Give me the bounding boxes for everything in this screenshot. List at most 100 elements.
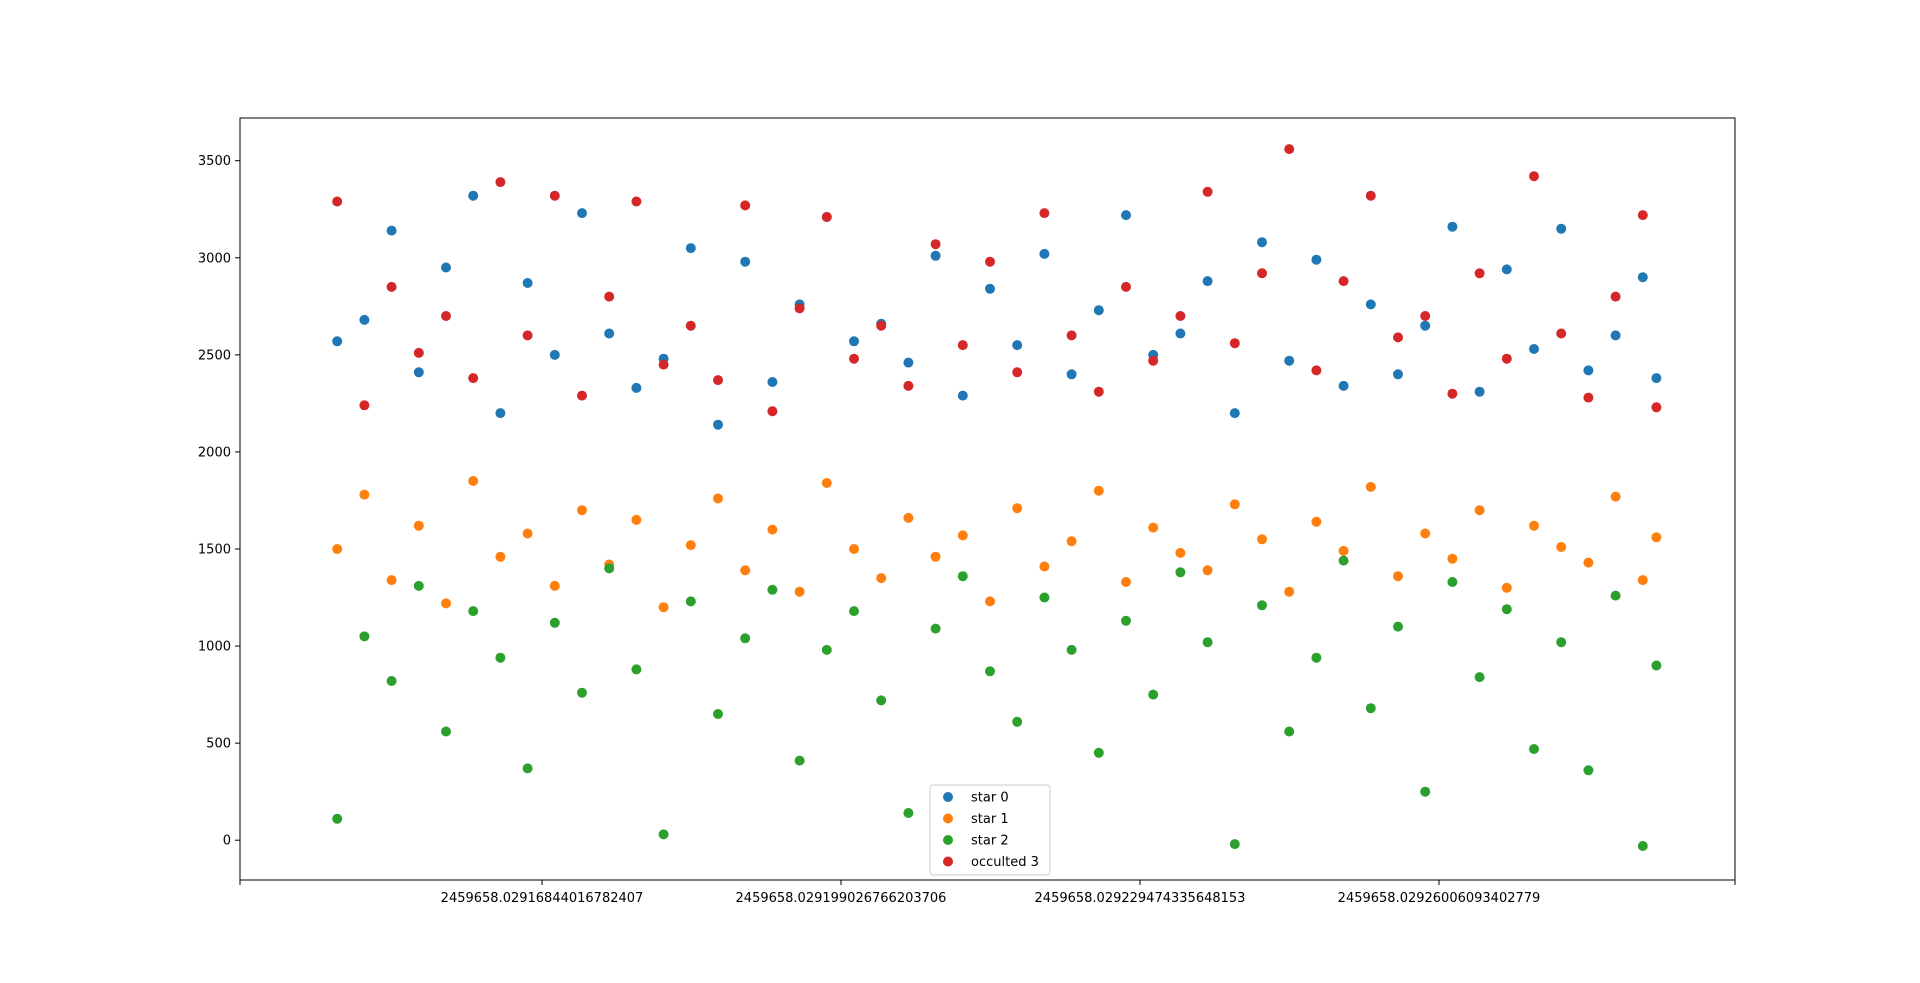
point-star-2-21 bbox=[903, 808, 914, 818]
point-star-0-27 bbox=[1066, 369, 1077, 380]
point-star-0-38 bbox=[1365, 299, 1376, 310]
point-star-0-1 bbox=[359, 314, 370, 325]
point-star-1-24 bbox=[985, 596, 995, 607]
point-star-2-8 bbox=[549, 617, 560, 628]
point-occulted-3-13 bbox=[685, 320, 696, 331]
point-star-2-41 bbox=[1447, 577, 1458, 587]
point-star-2-2 bbox=[386, 676, 397, 686]
point-occulted-3-23 bbox=[957, 340, 968, 351]
point-star-2-0 bbox=[332, 813, 343, 824]
point-star-0-15 bbox=[740, 256, 751, 267]
point-occulted-3-29 bbox=[1121, 281, 1131, 292]
point-star-0-42 bbox=[1474, 386, 1485, 397]
point-occulted-3-25 bbox=[1012, 367, 1023, 378]
point-star-1-38 bbox=[1365, 481, 1376, 492]
point-occulted-3-18 bbox=[821, 212, 832, 222]
y-tick-label-1000: 1000 bbox=[198, 640, 231, 655]
point-star-2-26 bbox=[1039, 592, 1050, 603]
point-star-2-16 bbox=[767, 584, 778, 595]
point-star-0-4 bbox=[441, 262, 451, 273]
point-star-0-5 bbox=[468, 190, 479, 201]
point-occulted-3-8 bbox=[549, 190, 560, 201]
point-occulted-3-21 bbox=[903, 380, 914, 391]
point-star-1-15 bbox=[740, 565, 751, 576]
point-star-0-8 bbox=[549, 349, 560, 360]
point-star-2-22 bbox=[930, 623, 941, 634]
point-star-1-33 bbox=[1229, 499, 1240, 510]
legend-marker-3 bbox=[943, 856, 953, 867]
point-star-2-33 bbox=[1229, 839, 1240, 850]
point-star-2-4 bbox=[441, 726, 451, 737]
point-star-0-31 bbox=[1175, 328, 1186, 339]
point-occulted-3-28 bbox=[1093, 386, 1104, 397]
point-star-2-45 bbox=[1556, 637, 1567, 648]
point-occulted-3-14 bbox=[713, 375, 723, 386]
point-star-0-0 bbox=[332, 336, 343, 347]
point-star-0-41 bbox=[1447, 221, 1458, 232]
y-tick-label-2500: 2500 bbox=[198, 348, 231, 363]
point-star-1-43 bbox=[1501, 582, 1512, 593]
point-star-0-39 bbox=[1393, 369, 1403, 380]
point-star-0-16 bbox=[767, 377, 778, 387]
x-axis: 2459658.02916844016782407 2459658.0291990… bbox=[239, 880, 1736, 906]
point-star-1-49 bbox=[1651, 532, 1662, 543]
point-star-0-45 bbox=[1556, 223, 1567, 234]
point-occulted-3-42 bbox=[1474, 268, 1485, 279]
point-star-1-16 bbox=[767, 524, 778, 535]
point-star-1-3 bbox=[413, 520, 424, 531]
point-star-1-39 bbox=[1393, 571, 1403, 582]
point-occulted-3-1 bbox=[359, 400, 370, 411]
point-star-2-43 bbox=[1501, 604, 1512, 615]
point-star-2-11 bbox=[631, 664, 642, 675]
point-star-0-21 bbox=[903, 357, 914, 368]
point-star-2-1 bbox=[359, 631, 370, 642]
point-star-1-25 bbox=[1012, 503, 1023, 514]
y-tick-label-3500: 3500 bbox=[198, 154, 231, 169]
point-star-1-13 bbox=[685, 540, 696, 551]
point-star-0-26 bbox=[1039, 248, 1050, 259]
legend-label-2: star 2 bbox=[971, 834, 1009, 849]
x-tick-label-3: 2459658.02926006093402779 bbox=[1338, 891, 1541, 906]
point-occulted-3-45 bbox=[1556, 328, 1567, 339]
point-star-0-36 bbox=[1311, 254, 1322, 265]
point-star-2-18 bbox=[821, 644, 832, 655]
point-star-2-25 bbox=[1012, 716, 1023, 727]
point-star-0-43 bbox=[1501, 264, 1512, 275]
point-star-1-29 bbox=[1121, 577, 1131, 587]
point-star-1-20 bbox=[876, 573, 887, 584]
point-star-1-46 bbox=[1583, 557, 1594, 568]
point-star-0-22 bbox=[930, 250, 941, 261]
plot-frame bbox=[239, 117, 1736, 881]
point-occulted-3-11 bbox=[631, 196, 642, 207]
point-star-0-6 bbox=[495, 408, 506, 419]
point-star-0-48 bbox=[1637, 272, 1648, 283]
point-star-0-14 bbox=[713, 419, 723, 430]
point-star-2-47 bbox=[1610, 590, 1621, 601]
point-star-2-38 bbox=[1365, 703, 1376, 714]
point-star-2-14 bbox=[713, 709, 723, 719]
point-star-0-47 bbox=[1610, 330, 1621, 341]
point-star-0-10 bbox=[604, 328, 615, 339]
point-occulted-3-46 bbox=[1583, 392, 1594, 403]
point-star-1-5 bbox=[468, 476, 479, 486]
point-occulted-3-12 bbox=[658, 359, 669, 370]
point-star-2-24 bbox=[985, 666, 995, 677]
point-star-2-5 bbox=[468, 606, 479, 617]
point-star-0-11 bbox=[631, 382, 642, 393]
point-star-2-3 bbox=[413, 580, 424, 591]
point-occulted-3-16 bbox=[767, 406, 778, 417]
point-star-1-31 bbox=[1175, 547, 1186, 558]
point-star-2-39 bbox=[1393, 621, 1403, 632]
legend-label-0: star 0 bbox=[971, 791, 1009, 806]
point-occulted-3-32 bbox=[1202, 186, 1213, 197]
point-star-1-32 bbox=[1202, 565, 1213, 576]
point-occulted-3-47 bbox=[1610, 291, 1621, 302]
point-star-1-12 bbox=[658, 602, 669, 613]
point-star-2-40 bbox=[1420, 786, 1431, 797]
point-star-1-47 bbox=[1610, 491, 1621, 502]
point-occulted-3-10 bbox=[604, 291, 615, 302]
point-occulted-3-41 bbox=[1447, 388, 1458, 399]
legend-label-3: occulted 3 bbox=[971, 855, 1039, 870]
point-star-1-11 bbox=[631, 514, 642, 525]
point-occulted-3-34 bbox=[1257, 268, 1267, 279]
